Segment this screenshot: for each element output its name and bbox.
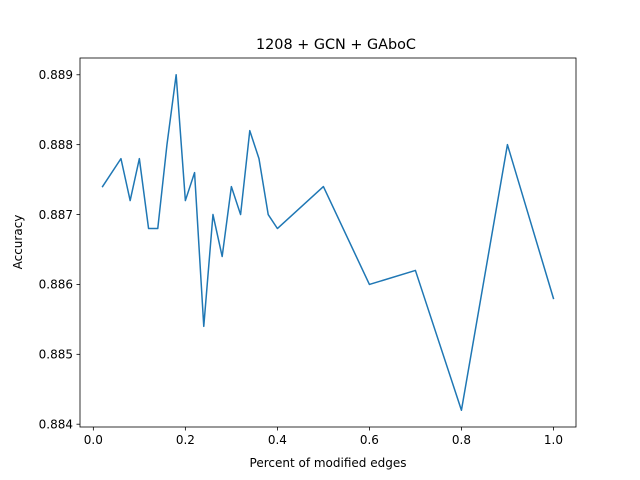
- x-tick-label: 0.6: [360, 433, 379, 447]
- y-tick-label: 0.886: [39, 278, 73, 292]
- y-tick-label: 0.887: [39, 208, 73, 222]
- x-tick-label: 1.0: [544, 433, 563, 447]
- y-tick-label: 0.884: [39, 418, 73, 432]
- series-layer: [101, 74, 555, 411]
- y-axis-label: Accuracy: [11, 215, 25, 270]
- y-tick-label: 0.889: [39, 68, 73, 82]
- x-tick-label: 0.0: [84, 433, 103, 447]
- x-axis-label: Percent of modified edges: [250, 456, 407, 470]
- y-axis: 0.884 0.885 0.886 0.887 0.888 0.889: [39, 68, 80, 432]
- plot-frame: [79, 57, 577, 428]
- y-tick-label: 0.885: [39, 348, 73, 362]
- series-line-0: [101, 74, 555, 411]
- x-tick-label: 0.2: [176, 433, 195, 447]
- chart-title: 1208 + GCN + GAboC: [256, 37, 416, 53]
- x-tick-label: 0.4: [268, 433, 287, 447]
- y-tick-label: 0.888: [39, 138, 73, 152]
- x-axis: 0.0 0.2 0.4 0.6 0.8 1.0: [84, 427, 563, 447]
- x-tick-label: 0.8: [452, 433, 471, 447]
